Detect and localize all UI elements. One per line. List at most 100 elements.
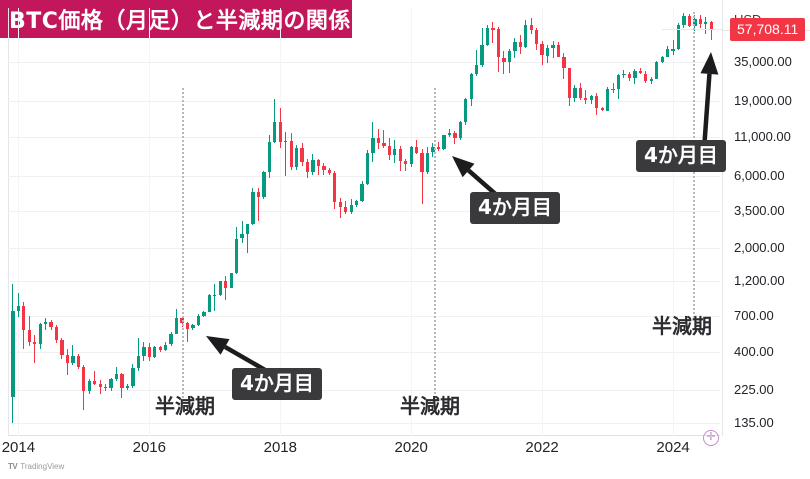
candle-body xyxy=(234,238,239,274)
time-axis[interactable]: 2014 2016 2018 2020 2022 2024 xyxy=(2,436,720,462)
price-axis-label: 6,000.00 xyxy=(734,168,785,184)
candle xyxy=(682,8,686,436)
candle-body xyxy=(693,19,697,26)
candle-body xyxy=(169,333,173,345)
candle-body xyxy=(644,73,648,82)
candle-wick xyxy=(339,197,341,219)
candle xyxy=(305,8,310,436)
candle xyxy=(65,8,70,436)
candle-body xyxy=(469,73,473,99)
price-axis[interactable]: USD 57,708.11 35,000.0019,000.0011,000.0… xyxy=(662,0,810,450)
candle xyxy=(218,8,222,436)
candle xyxy=(393,8,397,436)
candle-wick xyxy=(317,159,319,176)
candle-body xyxy=(655,62,659,79)
candle-body xyxy=(360,184,364,201)
price-gridline xyxy=(8,280,720,282)
candle xyxy=(256,8,261,436)
candle xyxy=(289,8,293,436)
candle xyxy=(114,8,119,436)
candle-body xyxy=(273,122,277,142)
candle xyxy=(458,8,462,436)
candle-wick xyxy=(186,321,188,343)
candle-wick xyxy=(421,148,423,205)
candle xyxy=(404,8,408,436)
halving-label: 半減期 xyxy=(652,314,712,338)
candle xyxy=(638,8,643,436)
candle xyxy=(16,8,21,436)
candle-body xyxy=(60,340,64,355)
candle-wick xyxy=(585,90,587,105)
candle-body xyxy=(420,153,424,172)
candle-body xyxy=(704,21,708,24)
candle xyxy=(207,8,211,436)
plot-left-border xyxy=(8,8,9,436)
candle-body xyxy=(131,367,135,387)
candle xyxy=(442,8,446,436)
candle-body xyxy=(485,28,490,46)
price-gridline xyxy=(8,389,720,391)
candle xyxy=(38,8,42,436)
candle-body xyxy=(491,28,495,30)
price-gridline xyxy=(8,422,720,424)
candle xyxy=(409,8,413,436)
candle xyxy=(322,8,326,436)
candle-body xyxy=(665,49,670,57)
candle-body xyxy=(578,88,582,98)
current-price-tag: 57,708.11 xyxy=(730,18,806,42)
chart-area[interactable] xyxy=(8,8,720,436)
candle-body xyxy=(284,140,288,143)
candle xyxy=(71,8,75,436)
candle xyxy=(240,8,244,436)
candle-body xyxy=(256,192,261,198)
candle xyxy=(11,8,15,436)
candle-body xyxy=(633,70,637,78)
candle-body xyxy=(349,205,353,213)
candle xyxy=(327,8,332,436)
candle xyxy=(464,8,468,436)
candle-body xyxy=(649,78,653,82)
plot-bottom-border xyxy=(8,435,720,436)
candlestick-plot[interactable] xyxy=(8,8,720,436)
add-indicator-icon[interactable]: ✛ xyxy=(703,430,719,446)
candle xyxy=(480,8,484,436)
candle-wick xyxy=(552,40,554,58)
candle-wick xyxy=(94,370,96,386)
candle xyxy=(49,8,53,436)
candle-body xyxy=(425,152,430,172)
candle-body xyxy=(240,233,244,239)
candle xyxy=(693,8,697,436)
candle xyxy=(709,8,713,436)
candle xyxy=(447,8,452,436)
candle-body xyxy=(327,169,332,173)
candle xyxy=(665,8,670,436)
candle-body xyxy=(54,326,59,341)
candle-body xyxy=(524,25,528,48)
candle xyxy=(354,8,359,436)
candle-body xyxy=(278,122,282,143)
candle-body xyxy=(44,321,48,324)
candle xyxy=(278,8,282,436)
candle xyxy=(491,8,495,436)
year-label: 2020 xyxy=(394,439,428,456)
candle xyxy=(502,8,506,436)
candle xyxy=(87,8,91,436)
candle-body xyxy=(502,57,506,62)
price-axis-label: 1,200.00 xyxy=(734,272,785,288)
year-gridline xyxy=(673,8,675,436)
price-gridline xyxy=(8,61,720,63)
candle-wick xyxy=(416,139,418,155)
candle-wick xyxy=(274,98,276,144)
candle xyxy=(54,8,59,436)
candle-body xyxy=(393,148,397,156)
candle xyxy=(153,8,157,436)
candle xyxy=(158,8,162,436)
candle xyxy=(616,8,621,436)
candle-body xyxy=(676,25,681,50)
candle-body xyxy=(104,386,108,389)
candle xyxy=(22,8,26,436)
year-label: 2014 xyxy=(1,439,36,456)
candle-body xyxy=(709,21,713,30)
candle xyxy=(224,8,228,436)
candle xyxy=(556,8,561,436)
